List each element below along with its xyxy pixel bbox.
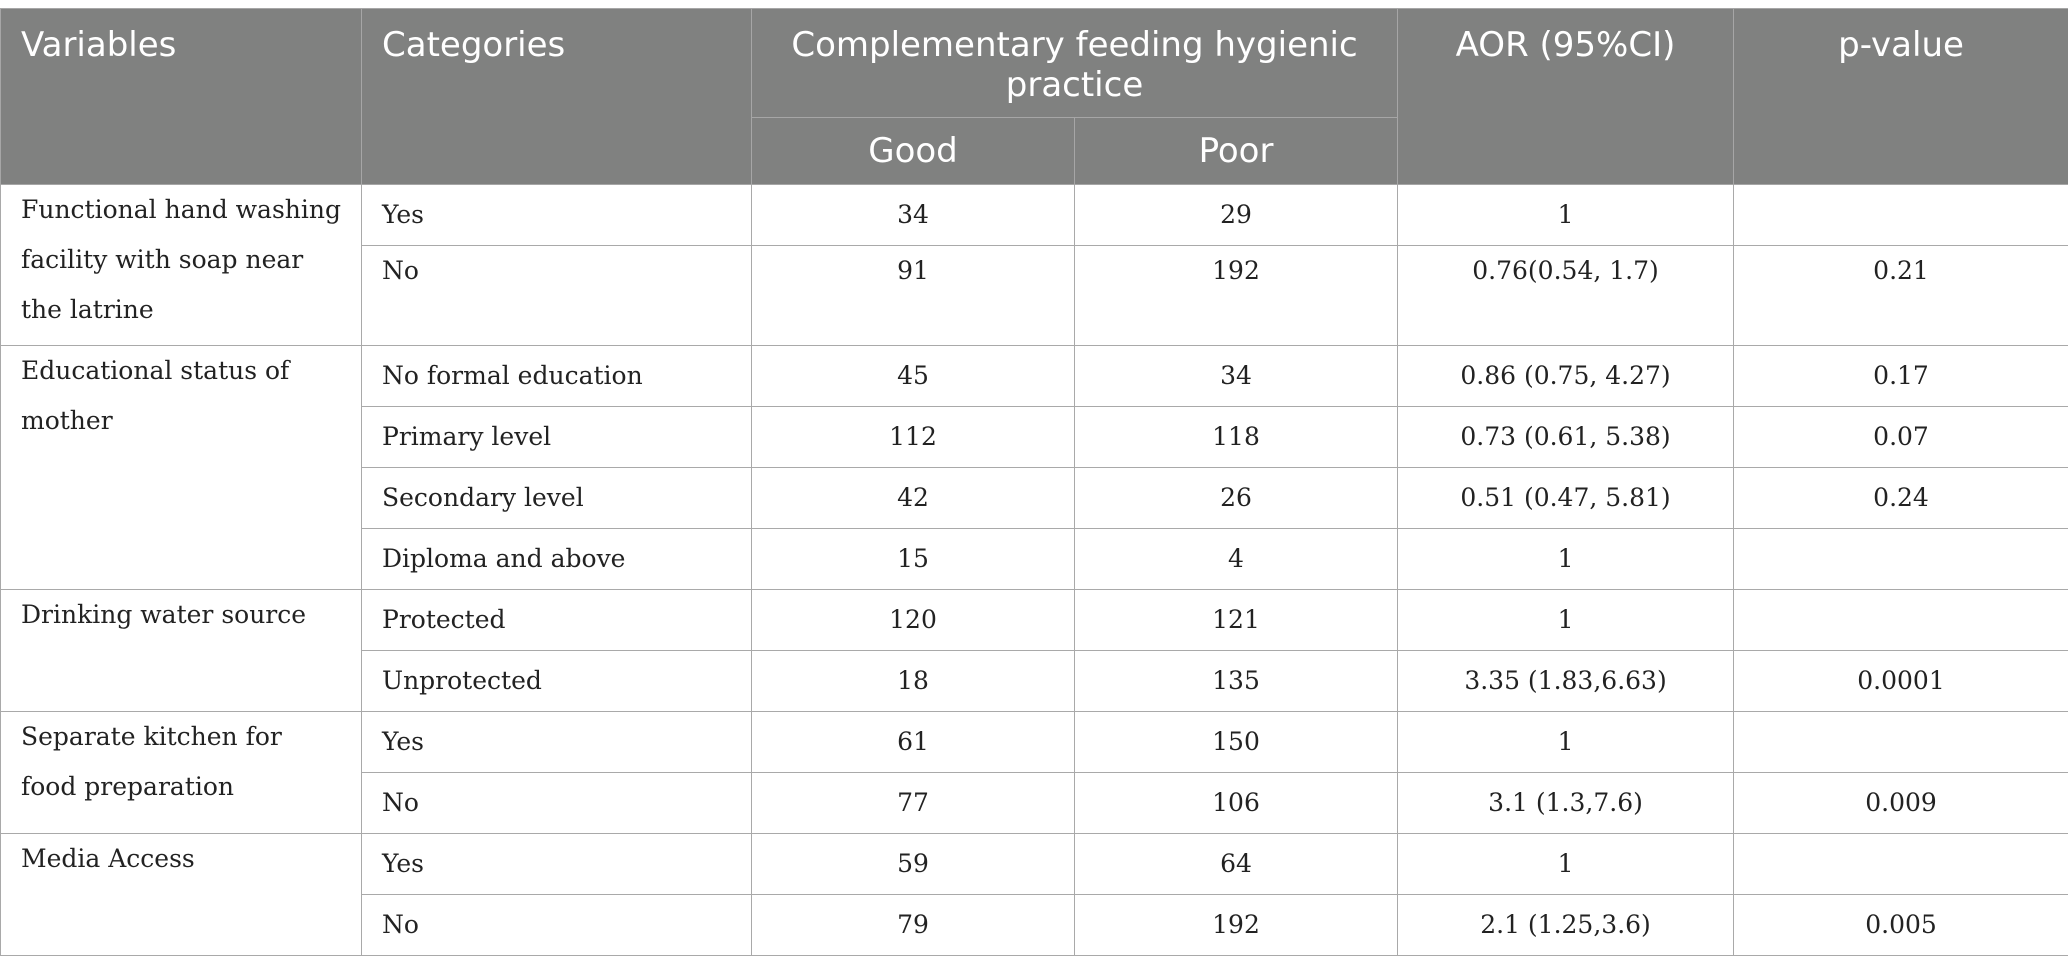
aor-cell: 1	[1397, 184, 1735, 246]
pvalue-cell: 0.009	[1733, 772, 2068, 834]
good-cell: 45	[751, 345, 1075, 407]
pvalue-cell	[1733, 528, 2068, 590]
poor-cell: 135	[1073, 650, 1399, 712]
pvalue-cell: 0.005	[1733, 894, 2068, 956]
poor-cell: 192	[1073, 245, 1399, 346]
category-cell: No formal education	[361, 345, 752, 407]
pvalue-cell	[1733, 184, 2068, 246]
category-cell: Yes	[361, 833, 752, 895]
category-cell: Protected	[361, 589, 752, 651]
header-categories: Categories	[361, 8, 752, 185]
good-cell: 15	[751, 528, 1075, 590]
good-cell: 18	[751, 650, 1075, 712]
variable-cell: Drinking water source	[0, 589, 362, 712]
variable-cell: Separate kitchen for food preparation	[0, 711, 362, 834]
header-subrow: Good Poor	[1, 117, 2068, 185]
table-row: Educational status of mother No formal e…	[0, 345, 2068, 590]
table-row: No 79 192 2.1 (1.25,3.6) 0.005	[1, 894, 2068, 956]
pvalue-cell: 0.0001	[1733, 650, 2068, 712]
good-cell: 34	[751, 184, 1075, 246]
pvalue-cell: 0.17	[1733, 345, 2068, 407]
good-cell: 77	[751, 772, 1075, 834]
poor-cell: 192	[1073, 894, 1399, 956]
aor-cell: 1	[1397, 528, 1735, 590]
pvalue-cell	[1733, 833, 2068, 895]
pvalue-cell: 0.07	[1733, 406, 2068, 468]
aor-cell: 0.86 (0.75, 4.27)	[1397, 345, 1735, 407]
header-good: Good	[751, 117, 1075, 185]
table-row: Separate kitchen for food preparation Ye…	[0, 711, 2068, 834]
data-table: Variables Categories Complementary feedi…	[0, 8, 2068, 956]
table-row: Diploma and above 15 4 1	[1, 528, 2068, 590]
header-variables: Variables	[0, 8, 362, 185]
category-cell: Unprotected	[361, 650, 752, 712]
pvalue-cell	[1733, 711, 2068, 773]
aor-cell: 0.51 (0.47, 5.81)	[1397, 467, 1735, 529]
poor-cell: 118	[1073, 406, 1399, 468]
category-cell: No	[361, 245, 752, 346]
poor-cell: 121	[1073, 589, 1399, 651]
poor-cell: 34	[1073, 345, 1399, 407]
header-row: Variables Categories Complementary feedi…	[0, 8, 2068, 185]
aor-cell: 3.35 (1.83,6.63)	[1397, 650, 1735, 712]
category-cell: Secondary level	[361, 467, 752, 529]
good-cell: 112	[751, 406, 1075, 468]
poor-cell: 4	[1073, 528, 1399, 590]
poor-cell: 150	[1073, 711, 1399, 773]
good-cell: 61	[751, 711, 1075, 773]
table-container: Variables Categories Complementary feedi…	[0, 8, 2068, 956]
header-pvalue: p-value	[1733, 8, 2068, 185]
table-row: Drinking water source Protected 120 121 …	[0, 589, 2068, 712]
table-row: No 77 106 3.1 (1.3,7.6) 0.009	[1, 772, 2068, 834]
pvalue-cell	[1733, 589, 2068, 651]
good-cell: 42	[751, 467, 1075, 529]
pvalue-cell: 0.24	[1733, 467, 2068, 529]
good-cell: 59	[751, 833, 1075, 895]
header-poor: Poor	[1073, 117, 1399, 185]
header-group: Complementary feeding hygienic practice	[750, 8, 1399, 118]
poor-cell: 29	[1073, 184, 1399, 246]
variable-cell: Functional hand washing facility with so…	[0, 184, 362, 346]
variable-cell: Educational status of mother	[0, 345, 362, 590]
variable-cell: Media Access	[0, 833, 362, 956]
good-cell: 79	[751, 894, 1075, 956]
table-header: Variables Categories Complementary feedi…	[0, 8, 2068, 185]
category-cell: Yes	[361, 184, 752, 246]
table-row: Media Access Yes 59 64 1	[0, 833, 2068, 956]
poor-cell: 26	[1073, 467, 1399, 529]
table-row: Unprotected 18 135 3.35 (1.83,6.63) 0.00…	[1, 650, 2068, 712]
aor-cell: 1	[1397, 589, 1735, 651]
category-cell: Diploma and above	[361, 528, 752, 590]
table-body: Functional hand washing facility with so…	[0, 184, 2068, 956]
category-cell: Primary level	[361, 406, 752, 468]
poor-cell: 106	[1073, 772, 1399, 834]
poor-cell: 64	[1073, 833, 1399, 895]
aor-cell: 1	[1397, 711, 1735, 773]
category-cell: Yes	[361, 711, 752, 773]
aor-cell: 0.76(0.54, 1.7)	[1397, 245, 1735, 346]
aor-cell: 2.1 (1.25,3.6)	[1397, 894, 1735, 956]
category-cell: No	[361, 772, 752, 834]
good-cell: 120	[751, 589, 1075, 651]
header-aor: AOR (95%CI)	[1397, 8, 1735, 185]
good-cell: 91	[751, 245, 1075, 346]
category-cell: No	[361, 894, 752, 956]
aor-cell: 3.1 (1.3,7.6)	[1397, 772, 1735, 834]
table-row: Functional hand washing facility with so…	[0, 184, 2068, 346]
aor-cell: 1	[1397, 833, 1735, 895]
table-row: No 91 192 0.76(0.54, 1.7) 0.21	[1, 245, 2068, 346]
table-row: Primary level 112 118 0.73 (0.61, 5.38) …	[1, 406, 2068, 468]
aor-cell: 0.73 (0.61, 5.38)	[1397, 406, 1735, 468]
pvalue-cell: 0.21	[1733, 245, 2068, 346]
